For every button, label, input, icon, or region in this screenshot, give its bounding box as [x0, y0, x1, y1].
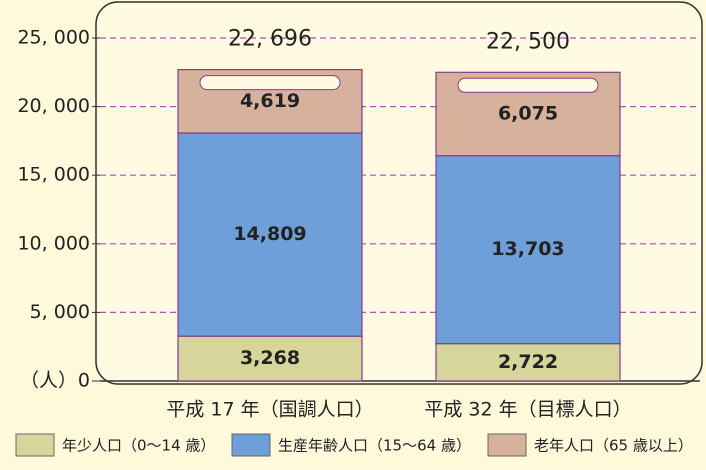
- x-tick-label: 平成 17 年（国調人口）: [166, 399, 373, 421]
- value-label: 13,703: [491, 238, 564, 260]
- y-tick-label: 10, 000: [17, 232, 90, 254]
- y-axis-label: （人）: [20, 370, 77, 392]
- figure-cap: [200, 76, 340, 90]
- x-tick-label: 平成 32 年（目標人口）: [424, 399, 631, 421]
- value-label: 3,268: [240, 347, 300, 369]
- value-label: 4,619: [240, 90, 300, 112]
- figure-cap: [458, 78, 598, 92]
- value-label: 14,809: [233, 223, 306, 245]
- total-label: 22, 696: [228, 27, 312, 52]
- y-tick-label: 20, 000: [17, 95, 90, 117]
- total-label: 22, 500: [486, 29, 570, 54]
- y-tick-label: 0: [78, 370, 90, 392]
- y-tick-label: 5, 000: [30, 301, 90, 323]
- y-tick-label: 15, 000: [17, 164, 90, 186]
- value-label: 6,075: [498, 102, 558, 124]
- legend-label: 老年人口（65 歳以上）: [534, 437, 693, 455]
- legend-label: 年少人口（0～14 歳）: [62, 437, 215, 455]
- chart: （人） 0 5, 000 10, 000 15, 000 20, 000 25, 000 平…: [0, 0, 706, 466]
- y-tick-label: 25, 000: [17, 27, 90, 49]
- legend-label: 生産年齢人口（15～64 歳）: [278, 437, 471, 455]
- legend-swatch: [232, 434, 270, 456]
- legend-swatch: [488, 434, 526, 456]
- value-label: 2,722: [498, 351, 558, 373]
- legend-swatch: [16, 434, 54, 456]
